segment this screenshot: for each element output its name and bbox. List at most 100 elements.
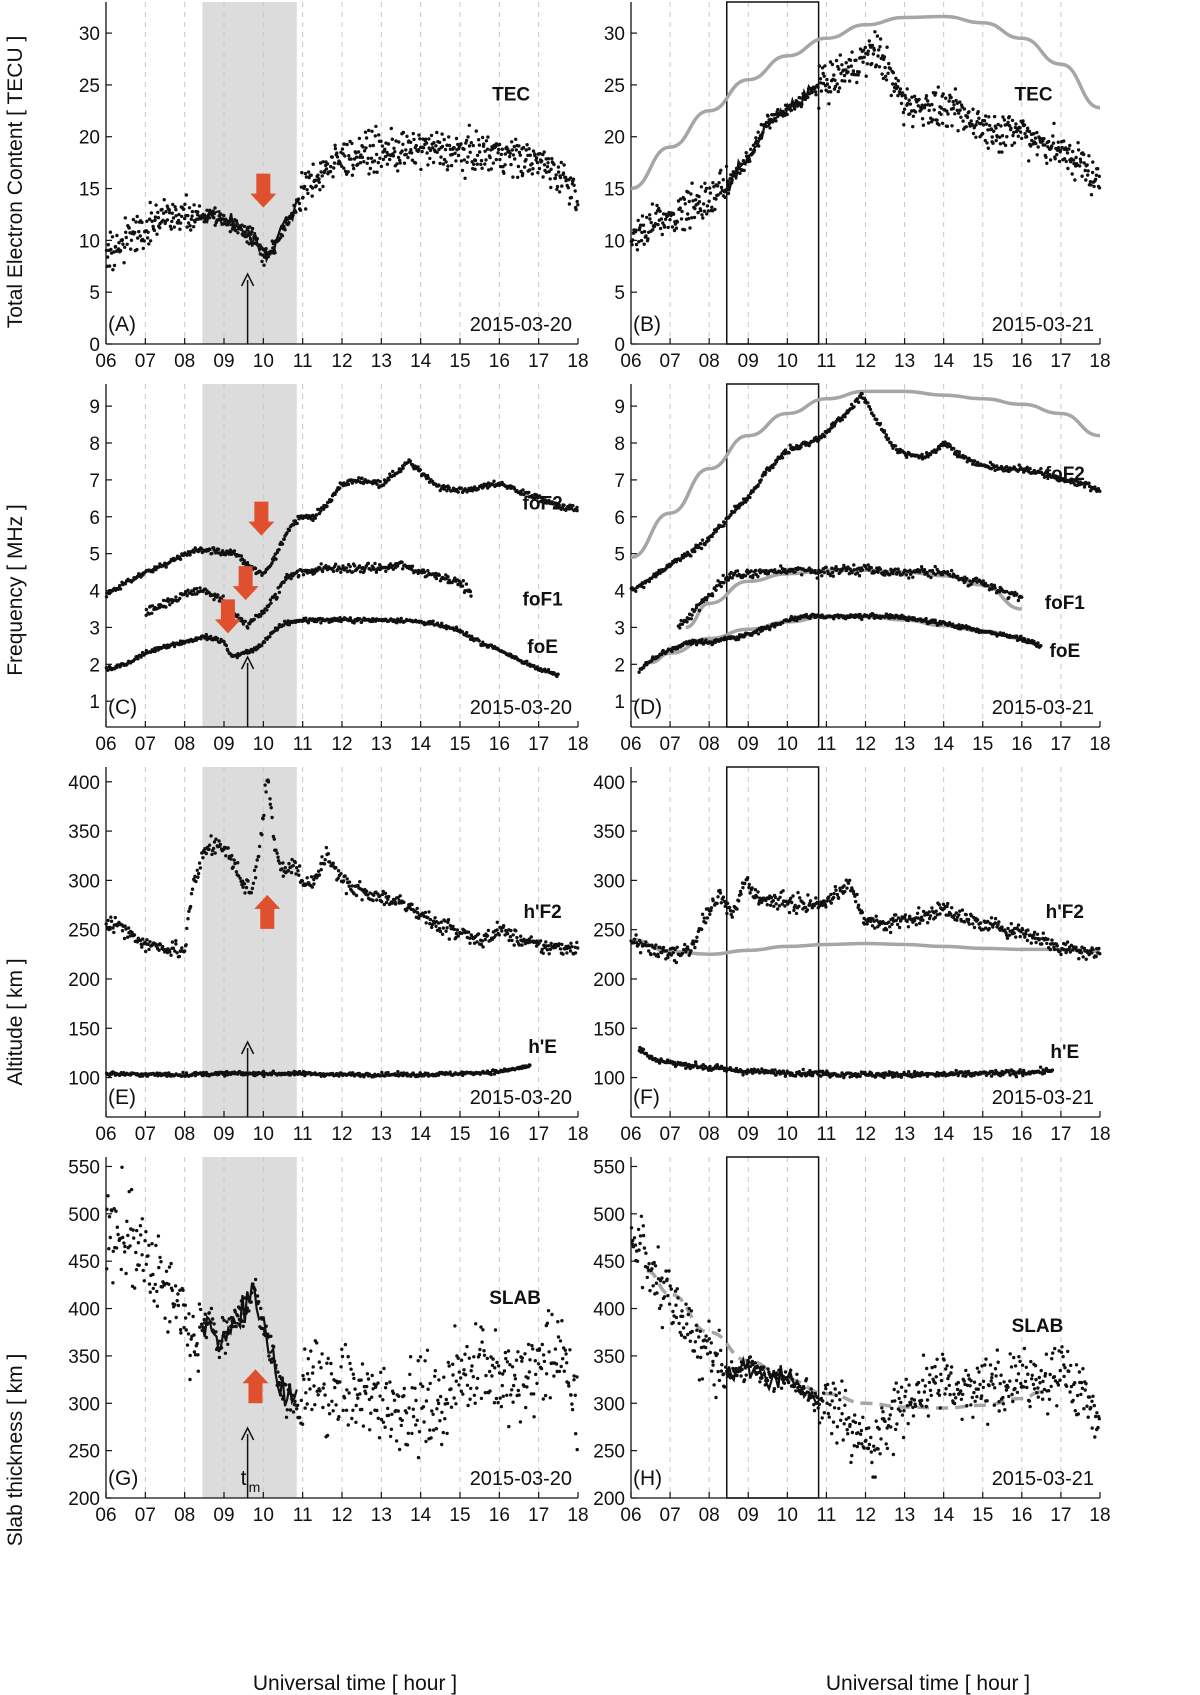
- data-point: [735, 569, 740, 573]
- data-point: [466, 155, 470, 159]
- data-point: [331, 175, 335, 179]
- x-tick-label: 13: [371, 734, 392, 755]
- data-point: [287, 528, 292, 533]
- data-point: [164, 210, 168, 214]
- data-point: [528, 153, 532, 157]
- data-point: [411, 131, 415, 136]
- data-point: [453, 576, 457, 580]
- data-point: [828, 60, 833, 64]
- data-point: [104, 248, 109, 253]
- data-point: [715, 184, 720, 188]
- x-tick-label: 07: [135, 351, 156, 372]
- data-point: [324, 167, 329, 171]
- data-point: [908, 112, 912, 116]
- y-tick-label: 7: [614, 471, 625, 492]
- data-point: [501, 924, 506, 928]
- data-point: [1042, 136, 1046, 141]
- data-point: [559, 160, 563, 165]
- data-point: [310, 885, 314, 889]
- data-point: [398, 158, 402, 162]
- data-point: [707, 538, 711, 542]
- data-point: [379, 164, 384, 169]
- data-point: [1020, 595, 1024, 599]
- x-tick-label: 14: [933, 351, 955, 372]
- data-point: [1021, 119, 1025, 123]
- data-point: [889, 93, 893, 98]
- data-point: [190, 214, 194, 218]
- data-point: [404, 148, 408, 152]
- data-point: [846, 70, 850, 74]
- data-point: [123, 216, 128, 220]
- data-point: [304, 616, 308, 620]
- data-point: [1002, 141, 1006, 145]
- data-point: [446, 164, 450, 168]
- data-point: [906, 101, 910, 106]
- data-point: [826, 90, 830, 94]
- data-point: [460, 584, 465, 588]
- data-point: [230, 853, 234, 858]
- data-point: [1047, 139, 1051, 144]
- data-point: [447, 486, 451, 490]
- data-point: [416, 465, 420, 469]
- data-point: [843, 415, 847, 419]
- data-point: [266, 780, 271, 784]
- data-point: [193, 874, 197, 879]
- series-label: TEC: [492, 84, 530, 105]
- data-point: [878, 567, 882, 571]
- x-tick-label: 09: [738, 734, 759, 755]
- data-point: [714, 197, 718, 201]
- data-point: [1043, 143, 1047, 147]
- panel-label: (C): [108, 696, 137, 719]
- data-point: [868, 407, 873, 412]
- y-tick-label: 250: [68, 921, 100, 942]
- data-point: [945, 109, 949, 113]
- y-tick-label: 8: [614, 434, 625, 455]
- data-point: [511, 153, 516, 157]
- data-point: [1089, 193, 1094, 197]
- data-point: [836, 89, 840, 94]
- data-point: [269, 601, 273, 605]
- data-point: [209, 634, 213, 639]
- data-point: [452, 146, 456, 150]
- data-point: [895, 85, 900, 89]
- data-point: [383, 891, 388, 895]
- data-point: [851, 69, 856, 73]
- xlabel-right: Universal time [ hour ]: [826, 1672, 1030, 1695]
- data-point: [1001, 115, 1005, 119]
- data-point: [380, 144, 385, 148]
- data-point: [957, 111, 961, 115]
- data-point: [478, 150, 482, 154]
- data-point: [530, 172, 534, 176]
- data-point: [1011, 133, 1015, 138]
- data-point: [954, 98, 958, 103]
- data-point: [282, 580, 286, 584]
- data-point: [418, 468, 422, 472]
- data-point: [850, 571, 854, 575]
- x-tick-label: 14: [410, 1124, 432, 1145]
- data-point: [544, 170, 549, 174]
- data-point: [123, 582, 128, 586]
- data-point: [309, 173, 313, 177]
- data-point: [167, 211, 172, 215]
- data-point: [561, 952, 565, 956]
- data-point: [865, 62, 870, 66]
- data-point: [330, 155, 334, 159]
- data-point: [129, 247, 133, 251]
- data-point: [244, 885, 249, 890]
- data-point: [431, 619, 435, 623]
- x-tick-label: 11: [293, 1124, 313, 1145]
- data-point: [642, 242, 646, 246]
- data-point: [1039, 467, 1043, 471]
- data-point: [402, 900, 406, 904]
- data-point: [346, 482, 351, 487]
- data-point: [342, 166, 346, 170]
- data-point: [997, 150, 1001, 154]
- data-point: [1069, 160, 1073, 164]
- y-tick-label: 25: [79, 76, 100, 97]
- data-point: [461, 579, 465, 583]
- data-point: [313, 516, 317, 520]
- data-point: [243, 619, 247, 623]
- data-point: [435, 150, 439, 154]
- data-point: [1074, 155, 1078, 160]
- data-point: [196, 871, 201, 876]
